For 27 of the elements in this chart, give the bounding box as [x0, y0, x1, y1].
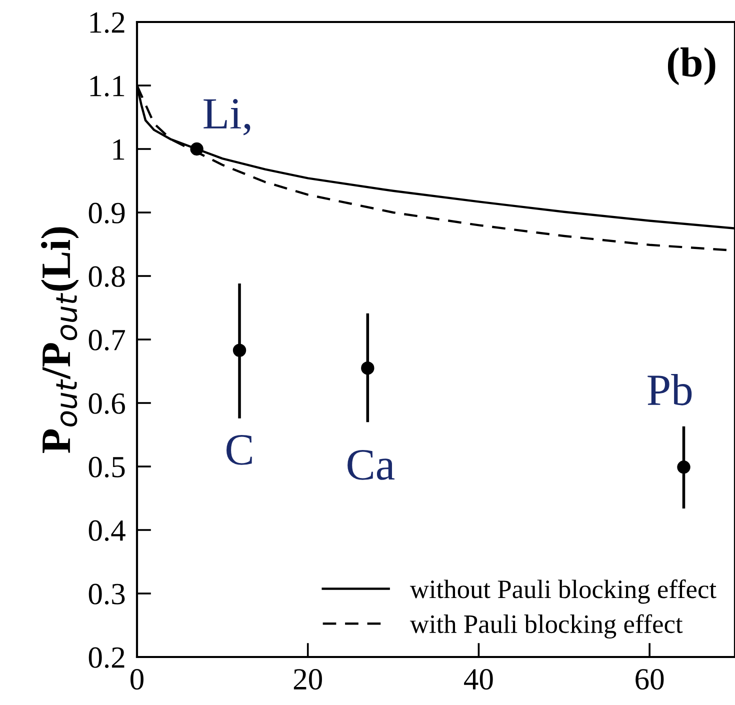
- y-tick-label: 0.9: [88, 202, 125, 224]
- point: [190, 142, 204, 156]
- y-tick-label: 0.5: [88, 456, 125, 478]
- annotation: Pb: [648, 374, 692, 406]
- annotation: Li,: [204, 98, 250, 136]
- y-tick-label: 0.6: [88, 393, 125, 414]
- point: [677, 460, 690, 474]
- y-tick-label: 0.7: [88, 330, 126, 351]
- annotation: Ca: [348, 450, 395, 480]
- x-tick-label: 60: [636, 668, 664, 690]
- x-tick-label: 20: [294, 668, 322, 690]
- legend-label: without Pauli blocking effect: [410, 579, 716, 604]
- y-tick-label: 0.2: [88, 647, 124, 668]
- text: (b): [668, 47, 716, 86]
- y-tick-label: 1.1: [90, 76, 124, 97]
- y-tick-label: 0.3: [88, 584, 125, 605]
- annotation: C: [226, 435, 252, 465]
- y-tick-label: 0.4: [88, 520, 126, 542]
- y-tick-label: 0.8: [88, 266, 125, 288]
- y-tick-label: 1.2: [90, 12, 124, 34]
- x-tick-label: 0: [130, 668, 144, 690]
- x-tick-label: 40: [464, 668, 493, 690]
- y-tick-label: 1: [113, 139, 124, 160]
- y-axis-title: P$_{out}$/P$_{out}$(Li): [41, 227, 79, 453]
- legend-label: with Pauli blocking effect: [410, 614, 683, 639]
- point: [361, 361, 374, 375]
- point: [232, 344, 246, 357]
